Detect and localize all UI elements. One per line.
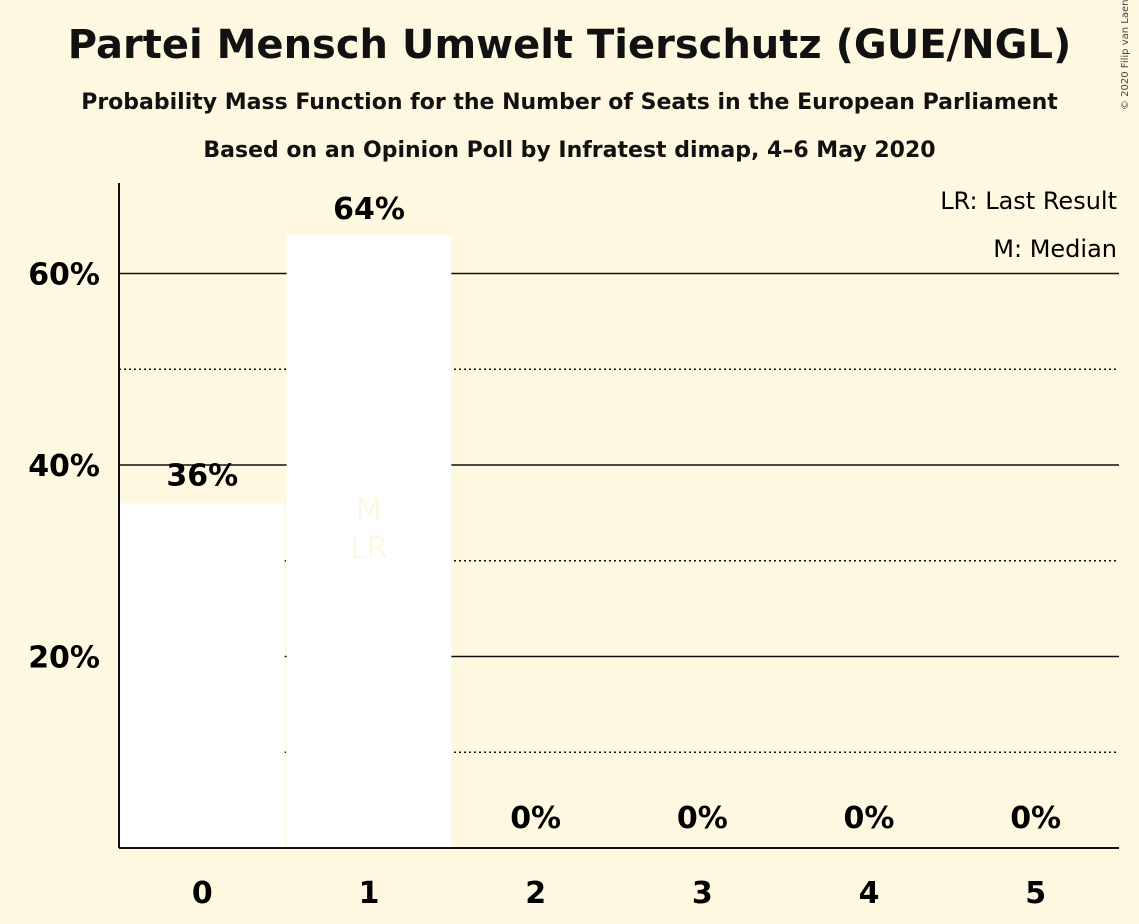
bar-seat-1 — [286, 235, 452, 848]
chart-source-line: Based on an Opinion Poll by Infratest di… — [203, 138, 936, 163]
y-tick-label: 40% — [28, 449, 100, 484]
bar-value-label: 0% — [677, 801, 728, 836]
x-tick-label: 1 — [359, 876, 380, 911]
y-tick-label: 60% — [28, 258, 100, 293]
legend-median: M: Median — [993, 235, 1117, 263]
bar-value-label: 36% — [166, 458, 238, 493]
last-result-marker: LR — [350, 531, 388, 566]
bar-seat-0 — [120, 503, 285, 848]
grid-layer — [119, 272, 1119, 753]
bar-value-label: 0% — [844, 801, 895, 836]
bar-value-label: 0% — [1010, 801, 1061, 836]
legend-last-result: LR: Last Result — [940, 187, 1117, 215]
x-tick-label: 5 — [1025, 876, 1046, 911]
chart-subtitle: Probability Mass Function for the Number… — [81, 90, 1058, 115]
bar-value-label: 64% — [333, 192, 405, 227]
y-tick-label: 20% — [28, 641, 100, 676]
median-marker: M — [356, 493, 382, 528]
x-tick-label: 2 — [525, 876, 546, 911]
x-tick-label: 3 — [692, 876, 713, 911]
x-tick-label: 4 — [859, 876, 880, 911]
bar-layer — [120, 235, 452, 848]
x-tick-label: 0 — [192, 876, 213, 911]
chart-title: Partei Mensch Umwelt Tierschutz (GUE/NGL… — [67, 22, 1072, 68]
bar-value-label: 0% — [510, 801, 561, 836]
